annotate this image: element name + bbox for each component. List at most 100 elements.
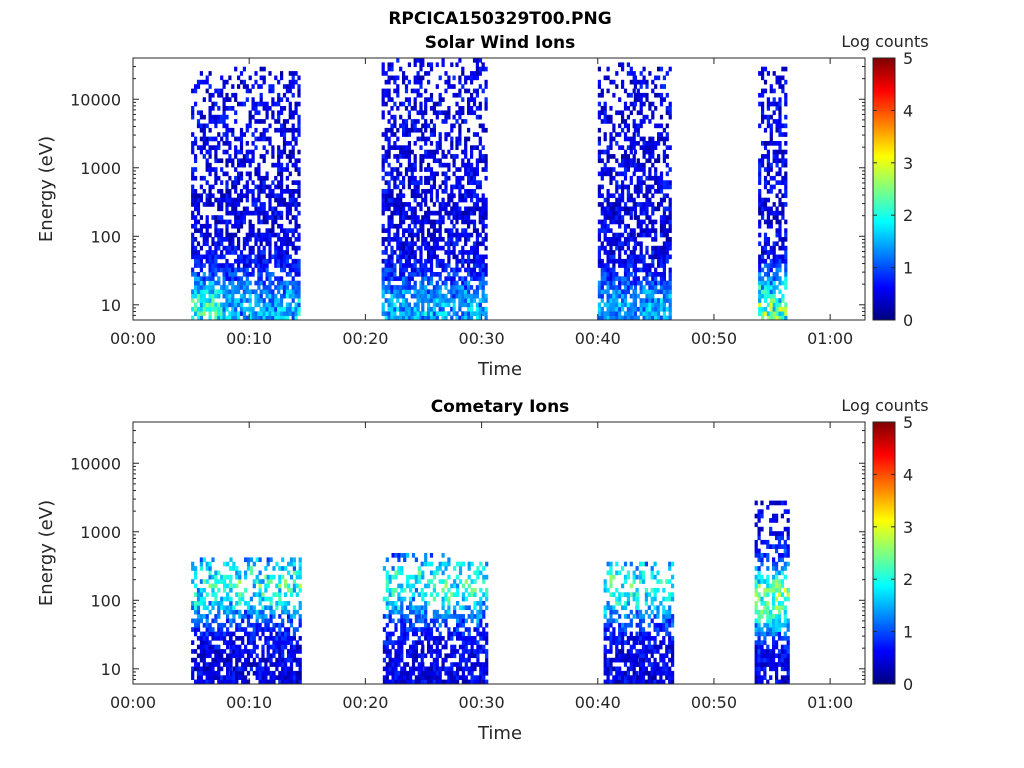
spectrogram-cell	[254, 311, 258, 316]
spectrogram-cell	[266, 644, 270, 650]
spectrogram-cell	[291, 180, 295, 185]
spectrogram-cell	[264, 640, 268, 645]
spectrogram-cell	[657, 272, 661, 277]
spectrogram-cell	[432, 670, 436, 676]
spectrogram-cell	[435, 254, 439, 260]
spectrogram-cell	[784, 258, 788, 264]
spectrogram-cell	[603, 267, 607, 273]
spectrogram-cell	[199, 293, 203, 299]
spectrogram-cell	[461, 302, 465, 308]
spectrogram-cell	[205, 649, 209, 654]
spectrogram-cell	[429, 670, 434, 676]
y-tick-label: 1000	[80, 159, 121, 178]
spectrogram-cell	[399, 267, 403, 273]
spectrogram-cell	[636, 123, 640, 129]
spectrogram-cell	[228, 579, 233, 584]
spectrogram-cell	[297, 272, 301, 277]
spectrogram-cell	[435, 636, 439, 641]
spectrogram-cell	[484, 158, 488, 164]
spectrogram-cell	[278, 596, 282, 602]
spectrogram-cell	[417, 679, 421, 685]
spectrogram-cell	[668, 311, 672, 316]
spectrogram-cell	[657, 132, 661, 137]
spectrogram-cell	[470, 285, 474, 290]
spectrogram-cell	[447, 232, 451, 238]
spectrogram-cell	[444, 666, 448, 672]
spectrogram-cell	[639, 245, 643, 251]
spectrogram-cell	[220, 657, 224, 663]
spectrogram-cell	[271, 298, 275, 303]
spectrogram-cell	[199, 644, 203, 650]
spectrogram-cell	[447, 228, 451, 233]
spectrogram-cell	[769, 250, 773, 255]
spectrogram-cell	[217, 245, 221, 251]
spectrogram-cell	[784, 184, 788, 190]
spectrogram-cell	[393, 315, 397, 321]
spectrogram-cell	[629, 272, 633, 277]
spectrogram-cell	[238, 657, 242, 663]
spectrogram-cell	[269, 614, 273, 619]
spectrogram-cell	[612, 210, 616, 216]
spectrogram-cell	[427, 219, 431, 225]
spectrogram-cell	[280, 162, 284, 168]
spectrogram-cell	[639, 267, 643, 273]
spectrogram-cell	[424, 263, 428, 268]
spectrogram-cell	[211, 618, 215, 624]
spectrogram-cell	[441, 306, 445, 312]
spectrogram-cell	[217, 636, 221, 641]
spectrogram-cell	[421, 670, 425, 676]
spectrogram-cell	[254, 171, 258, 177]
spectrogram-cell	[274, 162, 278, 168]
spectrogram-cell	[297, 119, 301, 124]
spectrogram-cell	[639, 180, 643, 185]
spectrogram-cell	[417, 653, 421, 659]
spectrogram-cell	[444, 136, 448, 142]
spectrogram-cell	[761, 106, 765, 111]
spectrogram-cell	[633, 123, 637, 129]
spectrogram-cell	[391, 618, 395, 624]
spectrogram-cell	[397, 557, 401, 563]
spectrogram-cell	[481, 311, 485, 316]
spectrogram-cell	[385, 587, 389, 593]
spectrogram-cell	[424, 193, 428, 199]
spectrogram-cell	[194, 228, 198, 233]
spectrogram-cell	[226, 675, 230, 680]
spectrogram-cell	[259, 84, 263, 89]
spectrogram-cell	[472, 145, 477, 150]
spectrogram-cell	[455, 241, 459, 247]
spectrogram-cell	[475, 276, 479, 281]
spectrogram-cell	[282, 289, 287, 295]
spectrogram-cell	[397, 609, 401, 615]
spectrogram-cell	[205, 197, 209, 203]
spectrogram-cell	[400, 666, 404, 672]
spectrogram-cell	[778, 171, 782, 177]
spectrogram-cell	[384, 245, 388, 251]
spectrogram-cell	[384, 228, 388, 233]
spectrogram-cell	[205, 618, 209, 624]
spectrogram-cell	[297, 171, 301, 177]
spectrogram-cell	[274, 263, 278, 268]
spectrogram-cell	[254, 237, 258, 242]
spectrogram-cell	[265, 272, 269, 277]
spectrogram-cell	[659, 228, 664, 233]
spectrogram-cell	[226, 662, 230, 667]
spectrogram-cell	[202, 670, 206, 676]
spectrogram-cell	[645, 184, 649, 190]
spectrogram-cell	[464, 197, 468, 203]
spectrogram-cell	[409, 675, 413, 680]
spectrogram-cell	[282, 141, 287, 146]
spectrogram-cell	[623, 162, 628, 168]
spectrogram-cell	[651, 298, 655, 303]
spectrogram-cell	[251, 158, 255, 164]
spectrogram-cell	[444, 175, 448, 181]
spectrogram-cell	[450, 241, 454, 247]
spectrogram-cell	[269, 636, 273, 641]
spectrogram-cell	[205, 306, 209, 312]
spectrogram-cell	[761, 276, 765, 281]
spectrogram-cell	[254, 167, 258, 172]
spectrogram-cell	[410, 167, 414, 172]
spectrogram-cell	[648, 280, 652, 286]
spectrogram-cell	[769, 88, 773, 94]
spectrogram-cell	[778, 110, 782, 116]
spectrogram-cell	[214, 167, 218, 172]
